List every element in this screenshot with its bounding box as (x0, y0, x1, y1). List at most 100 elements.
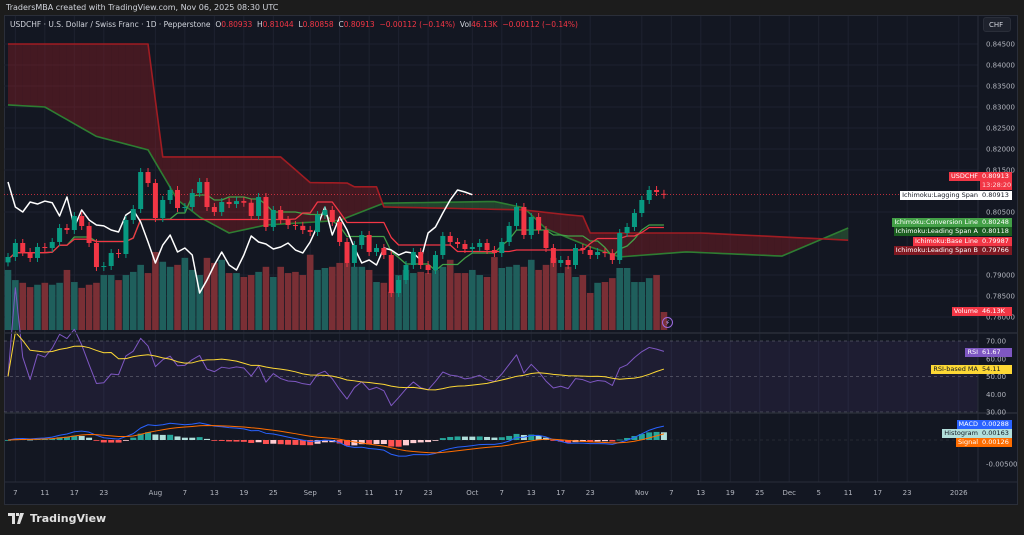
candle-body (315, 214, 321, 232)
rsi-tick-label: 50.00 (986, 373, 1006, 381)
volume-bar (166, 266, 174, 330)
candle-body (300, 225, 306, 231)
volume-bar (262, 266, 270, 330)
candle-body (248, 202, 254, 216)
candle-body (425, 265, 431, 271)
cloud-segment (66, 44, 75, 124)
macd-histogram-bar (174, 436, 181, 440)
macd-histogram-bar (638, 434, 645, 440)
time-tick-label: 7 (500, 489, 504, 497)
volume-bar (631, 282, 638, 330)
macd-histogram-bar (557, 440, 564, 442)
macd-histogram-bar (469, 436, 476, 440)
high-label: H (257, 20, 263, 29)
candle-body (108, 252, 114, 267)
volume-bar (424, 273, 432, 330)
cloud-segment (568, 214, 576, 241)
symbol-title[interactable]: USDCHF · U.S. Dollar / Swiss Franc · 1D … (10, 20, 211, 29)
candle-body (256, 197, 262, 216)
candle-body (145, 172, 151, 184)
candle-body (565, 260, 571, 266)
label-value: 0.00288 (980, 420, 1012, 429)
time-tick-label: 13 (210, 489, 219, 497)
volume-bar (292, 271, 299, 330)
price-tick-label: 0.83500 (986, 83, 1015, 91)
macd-histogram-bar (461, 436, 468, 440)
macd-histogram-bar (425, 440, 432, 443)
time-tick-label: 7 (669, 489, 673, 497)
candle-body (337, 221, 343, 242)
price-tick-label: 0.80500 (986, 209, 1015, 217)
volume-bars (4, 252, 668, 330)
macd-histogram-bar (402, 440, 409, 446)
cloud-segment (597, 233, 605, 252)
time-tick-label: 17 (873, 489, 882, 497)
macd-histogram-bar (579, 440, 586, 442)
tradingview-logo[interactable]: TradingView (8, 512, 106, 525)
leading-span-a-line (7, 104, 849, 258)
macd-histogram-bar (358, 440, 365, 445)
cloud-segment (44, 44, 53, 112)
cloud-segment (295, 169, 303, 224)
volume-bar (48, 284, 56, 330)
tradingview-logo-icon (8, 513, 24, 524)
candle-body (12, 242, 18, 257)
time-tick-label: Nov (635, 489, 649, 497)
macd-histogram-bar (417, 440, 424, 443)
macd-histogram-bar (189, 437, 196, 440)
candle-body (624, 226, 630, 233)
time-tick-label: 13 (696, 489, 705, 497)
cloud-segment (715, 233, 723, 254)
volume-bar (550, 257, 557, 330)
macd-histogram-bar (248, 440, 255, 443)
lightning-icon[interactable]: ⚡ (662, 317, 673, 328)
macd-histogram-bar (395, 440, 402, 447)
volume-bar (439, 266, 447, 330)
label-value: 0.80913 (980, 191, 1012, 200)
candle-body (93, 242, 99, 268)
countdown: 13:28:20 (982, 181, 1012, 189)
volume-bar (645, 278, 653, 330)
candle-body (79, 215, 85, 226)
candle-body (270, 209, 276, 227)
label-name: Ichimoku:Lagging Span (900, 191, 980, 200)
cloud-segment (671, 233, 679, 254)
volume-bar (270, 276, 277, 330)
candle-body (536, 216, 542, 231)
macd-histogram-bar (587, 440, 594, 442)
volume-bar (505, 266, 513, 330)
time-tick-label: 23 (586, 489, 595, 497)
candle-body (285, 219, 291, 226)
price-tick-label: 0.84000 (986, 62, 1015, 70)
volume-bar (373, 282, 380, 330)
price-label-span-a: Ichimoku:Leading Span A 0.80118 (893, 227, 1012, 236)
cloud-segment (302, 176, 311, 223)
volume-bar (107, 275, 115, 330)
high-value: 0.81044 (262, 20, 294, 29)
currency-button[interactable]: CHF (983, 17, 1011, 32)
macd-histogram-bar (130, 437, 137, 440)
label-name: Signal (956, 438, 980, 447)
cloud-segment (354, 186, 362, 215)
label-name: Ichimoku:Conversion Line (892, 218, 980, 227)
label-name: USDCHF (948, 172, 980, 181)
time-tick-label: 23 (99, 489, 108, 497)
label-name: Ichimoku:Leading Span A (893, 227, 980, 236)
volume-bar (233, 273, 240, 330)
candle-body (197, 182, 203, 194)
candle-body (580, 247, 586, 251)
rsi-line (7, 287, 665, 407)
candle-body (189, 193, 195, 208)
candle-body (20, 242, 26, 252)
candle-body (359, 235, 365, 246)
volume-bar (336, 262, 343, 330)
macd-histogram-bar (49, 438, 56, 440)
candle-body (71, 215, 77, 231)
cloud-segment (280, 156, 289, 225)
volume-bar (380, 282, 388, 330)
volume-bar (365, 269, 373, 330)
volume-bar (63, 269, 71, 330)
time-tick-label: 17 (70, 489, 79, 497)
cloud-segment (745, 235, 753, 255)
